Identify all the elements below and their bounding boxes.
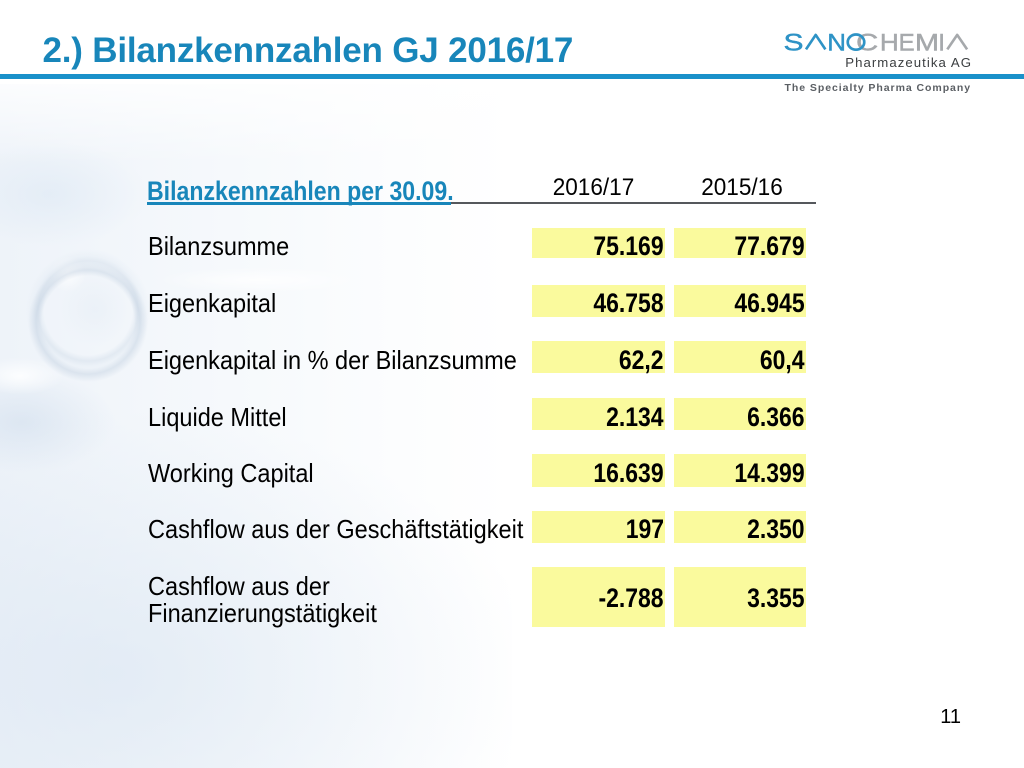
svg-text:S: S: [784, 28, 804, 55]
svg-text:I: I: [938, 30, 945, 57]
svg-text:H: H: [880, 29, 899, 56]
svg-text:C: C: [856, 29, 878, 56]
svg-text:M: M: [915, 29, 939, 56]
svg-text:N: N: [827, 29, 846, 56]
svg-text:E: E: [899, 30, 915, 57]
